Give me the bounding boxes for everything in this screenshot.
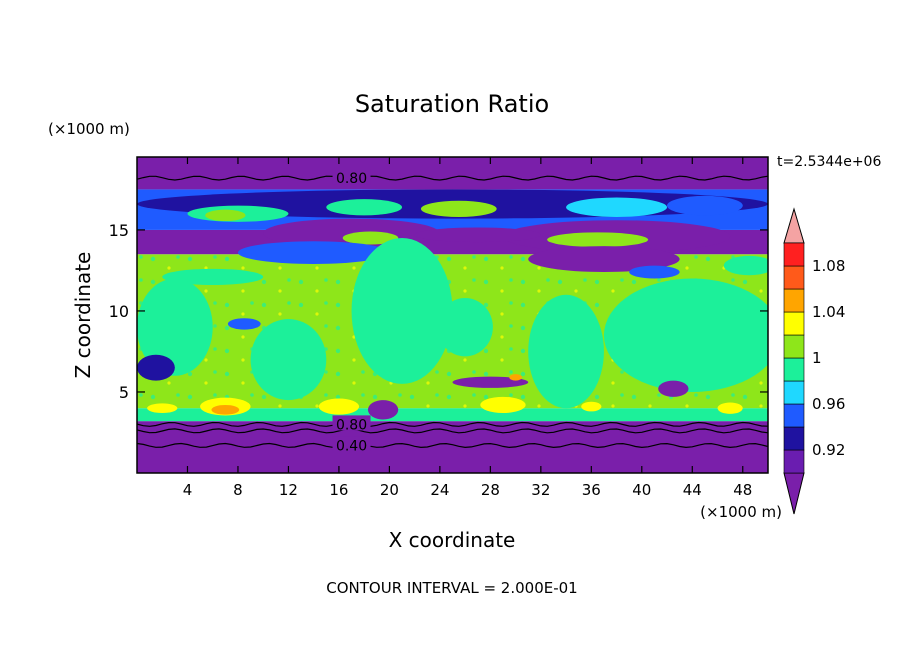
x-tick-label: 44: [683, 481, 702, 499]
x-tick-label: 32: [531, 481, 550, 499]
contour-label: 0.80: [336, 171, 367, 187]
colorbar-swatch: [783, 380, 805, 405]
y-tick-label: 15: [109, 221, 129, 240]
contour-field: [137, 157, 768, 473]
colorbar-label: 1.08: [812, 257, 845, 275]
field-cell: [528, 294, 604, 409]
field-cell: [326, 199, 403, 216]
field-band: [137, 421, 768, 473]
field-cell: [509, 374, 522, 381]
x-tick-label: 8: [233, 481, 243, 499]
colorbar-label: 0.96: [812, 395, 845, 413]
chart-title: Saturation Ratio: [355, 90, 549, 118]
field-cell: [717, 402, 743, 414]
colorbar-swatch: [783, 403, 805, 428]
colorbar-swatch: [783, 265, 805, 290]
field-cell: [547, 232, 649, 247]
y-tick-label: 5: [119, 383, 129, 402]
colorbar-swatch: [783, 334, 805, 359]
x-tick-label: 24: [430, 481, 449, 499]
field-cell: [581, 401, 602, 412]
field-band: [137, 157, 768, 190]
colorbar-swatch: [783, 207, 805, 244]
colorbar: 0.92 0.96 1 1.04 1.08: [783, 207, 845, 515]
field-cell: [420, 200, 497, 217]
colorbar-label: 1: [812, 349, 822, 367]
contour-label: 0.80: [336, 417, 367, 433]
x-axis: 4 8 12 16 20 24 28 32 36 40 44 48: [183, 157, 752, 499]
field-cell: [658, 380, 689, 397]
x-tick-label: 12: [279, 481, 298, 499]
contour-line-labels: 0.80 0.80 0.40: [332, 169, 371, 454]
field-band: [137, 408, 768, 422]
field-cell: [137, 354, 175, 381]
contour-line: [137, 428, 768, 434]
y-unit-label: (×1000 m): [48, 120, 130, 138]
x-tick-label: 28: [481, 481, 500, 499]
y-axis: 5 10 15: [109, 221, 768, 402]
colorbar-swatch: [783, 449, 805, 474]
field-cell: [367, 400, 399, 420]
field-cell: [351, 238, 453, 384]
field-cell: [452, 376, 529, 388]
contour-label-bg: [332, 415, 371, 431]
contour-line: [137, 421, 768, 427]
field-cell: [318, 398, 360, 415]
x-unit-label: (×1000 m): [700, 503, 782, 521]
field-cell: [211, 404, 240, 415]
field-cell: [566, 197, 668, 217]
field-cell: [629, 265, 680, 279]
y-tick-label: 10: [109, 302, 129, 321]
field-cell: [205, 209, 246, 222]
contour-interval-footer: CONTOUR INTERVAL = 2.000E-01: [326, 579, 577, 597]
field-cell: [723, 255, 768, 276]
field-cell: [147, 403, 178, 414]
x-tick-label: 16: [329, 481, 348, 499]
field-cell: [528, 246, 680, 273]
field-cell: [667, 195, 743, 216]
field-cell: [227, 318, 261, 330]
field-cell: [137, 278, 213, 376]
contour-label: 0.40: [336, 438, 367, 454]
contour-line: [137, 442, 768, 449]
colorbar-label: 1.04: [812, 303, 845, 321]
colorbar-swatch: [783, 242, 805, 267]
time-label: t=2.5344e+06: [777, 154, 881, 170]
field-cell: [162, 268, 264, 286]
field-cell: [437, 297, 493, 357]
colorbar-label: 0.92: [812, 441, 845, 459]
field-cell: [342, 231, 399, 245]
field-cell: [414, 227, 541, 243]
plot-frame: [136, 156, 769, 474]
y-axis-label: Z coordinate: [71, 252, 95, 379]
x-tick-label: 36: [582, 481, 601, 499]
x-tick-label: 20: [380, 481, 399, 499]
field-cell: [603, 278, 768, 392]
field-cell: [250, 319, 327, 401]
field-cell: [237, 241, 390, 264]
x-tick-label: 4: [183, 481, 193, 499]
contour-line: [137, 175, 768, 181]
x-tick-label: 48: [733, 481, 752, 499]
contour-label-bg: [332, 169, 371, 185]
x-tick-label: 40: [632, 481, 651, 499]
colorbar-swatch: [783, 288, 805, 313]
x-axis-label: X coordinate: [389, 528, 516, 552]
colorbar-swatch: [783, 311, 805, 336]
colorbar-swatch: [783, 357, 805, 382]
colorbar-swatch: [783, 426, 805, 451]
colorbar-swatch: [783, 472, 805, 515]
field-cell: [480, 396, 526, 414]
contour-label-bg: [332, 436, 371, 452]
